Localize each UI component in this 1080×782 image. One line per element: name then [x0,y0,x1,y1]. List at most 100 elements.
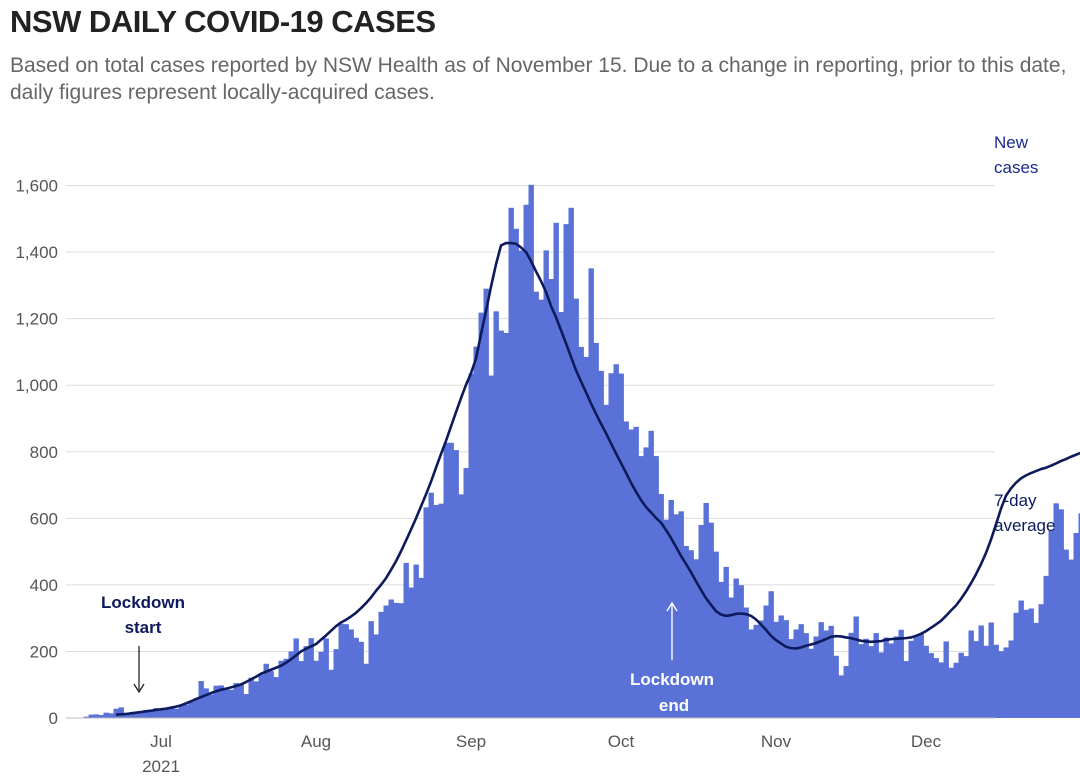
new-cases-bar [293,638,299,718]
new-cases-bar [598,370,604,718]
new-cases-bar [403,562,409,718]
new-cases-bar [93,714,99,718]
lockdown-end-arrowhead [666,601,678,612]
new-cases-bar [898,629,904,718]
new-cases-bar [543,250,549,718]
axes: 0 200 400 600 800 1,000 1,200 1,400 1,600 Jul 2021… [15,177,995,776]
y-tick-label: 1,000 [15,376,58,395]
new-cases-bar [388,599,394,718]
new-cases-bar [513,228,519,718]
new-cases-bar [623,421,629,718]
new-cases-bar [418,577,424,718]
new-cases-bar [553,222,559,718]
new-cases-bar [973,641,979,718]
new-cases-bar [928,653,934,718]
new-cases-bar [123,712,129,718]
new-cases-bar [213,685,219,718]
new-cases-bar [1013,612,1019,718]
seven-day-average-line [115,241,1080,716]
new-cases-bar [118,707,124,718]
new-cases-bar [198,681,204,718]
new-cases-bar [878,652,884,718]
new-cases-bar [228,689,234,718]
new-cases-bar [778,615,784,718]
new-cases-bar [693,559,699,718]
new-cases-bar [218,685,224,718]
new-cases-bar [308,638,314,719]
x-tick-sublabel: 2021 [142,757,180,776]
x-tick-label: Sep [456,732,486,751]
new-cases-bar [233,683,239,718]
new-cases-bar [398,603,404,718]
new-cases-bar [138,711,144,718]
new-cases-bar [828,625,834,718]
new-cases-bar [903,661,909,718]
new-cases-bar [508,207,514,719]
new-cases-bar [263,663,269,718]
y-tick-label: 1,200 [15,310,58,329]
new-cases-bar [253,681,259,718]
new-cases-bar [393,602,399,718]
new-cases-bar [343,624,349,718]
new-cases-bar [468,373,474,718]
new-cases-label: cases [994,158,1038,177]
new-cases-bar [98,715,104,718]
new-cases-bar [1058,509,1064,718]
new-cases-bar [648,430,654,718]
new-cases-bar [193,698,199,718]
new-cases-bar [488,375,494,718]
lockdown-start-label: start [125,618,162,637]
new-cases-bar [783,620,789,718]
new-cases-bar [568,207,574,719]
new-cases-bar [743,607,749,718]
new-cases-bar [503,332,509,718]
new-cases-bar [843,666,849,718]
new-cases-bar [943,641,949,718]
new-cases-bar [998,651,1004,718]
new-cases-bar [908,640,914,718]
new-cases-bar [673,514,679,718]
new-cases-bar [333,649,339,718]
new-cases-bar [603,404,609,718]
new-cases-bar [413,564,419,718]
new-cases-bar [708,522,714,718]
new-cases-bar [458,494,464,718]
new-cases-bar [1033,622,1039,718]
new-cases-bar [803,633,809,718]
new-cases-bar [633,426,639,718]
new-cases-bar [983,645,989,718]
new-cases-bar [853,616,859,718]
new-cases-bar [1048,530,1054,718]
new-cases-bar [258,674,264,718]
new-cases-bar [618,373,624,718]
new-cases-bar [238,684,244,718]
new-cases-bar [823,630,829,718]
new-cases-bar [813,636,819,718]
new-cases-bar [88,714,94,718]
new-cases-bar [323,638,329,718]
new-cases-bar [893,636,899,718]
y-tick-label: 0 [49,709,58,728]
new-cases-bar [863,638,869,718]
lockdown-start-label: Lockdown [101,593,185,612]
x-tick-label: Oct [608,732,635,751]
y-tick-label: 800 [30,443,58,462]
new-cases-bar [993,644,999,718]
new-cases-bar [273,677,279,718]
new-cases-bar [1018,600,1024,718]
new-cases-bar [278,660,284,718]
new-cases-bar [1063,549,1069,718]
new-cases-bar [933,658,939,718]
seven-day-average-label: 7-day [994,491,1037,510]
new-cases-bar [363,663,369,718]
new-cases-bar [753,624,759,718]
new-cases-bar [143,710,149,718]
new-cases-bar [888,643,894,718]
new-cases-bar [868,646,874,718]
new-cases-bar [1043,575,1049,718]
new-cases-bar [83,716,89,718]
chart-title: NSW DAILY COVID-19 CASES [10,4,436,39]
new-cases-bar [453,450,459,718]
new-cases-bar [283,658,289,718]
new-cases-bar [958,652,964,718]
